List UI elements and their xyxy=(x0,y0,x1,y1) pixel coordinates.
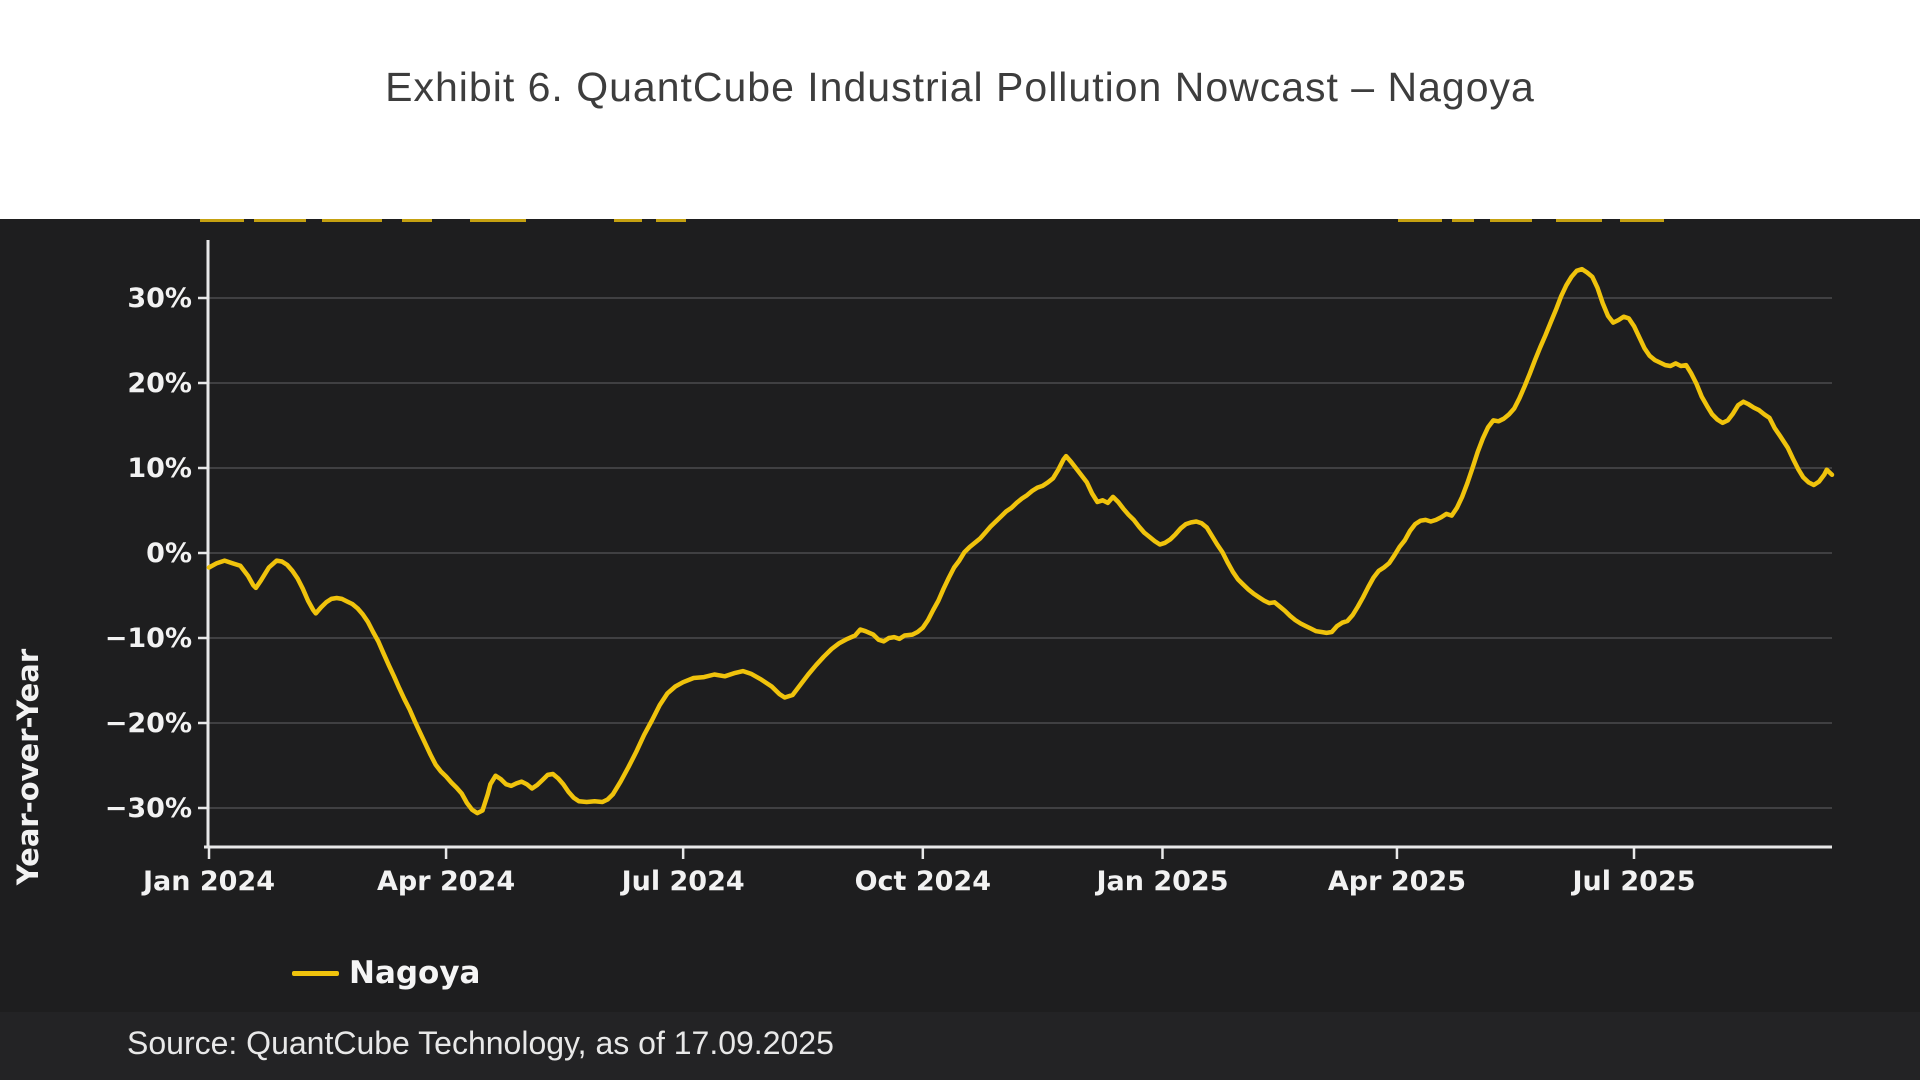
y-tick-label-30: 30% xyxy=(127,283,192,314)
y-tick-label--20: −20% xyxy=(105,708,192,739)
x-tick-label-Jul 2024: Jul 2024 xyxy=(620,866,745,897)
legend-line-swatch xyxy=(292,970,339,976)
footer-band xyxy=(0,1012,1920,1080)
source-note: Source: QuantCube Technology, as of 17.0… xyxy=(127,1025,834,1061)
x-tick-label-Jul 2025: Jul 2025 xyxy=(1570,866,1695,897)
x-tick-label-Oct 2024: Oct 2024 xyxy=(855,866,991,897)
y-tick-label--30: −30% xyxy=(105,793,192,824)
legend-label: Nagoya xyxy=(349,955,481,991)
x-tick-label-Jan 2025: Jan 2025 xyxy=(1094,866,1228,897)
y-tick-label-10: 10% xyxy=(127,453,192,484)
x-tick-label-Apr 2025: Apr 2025 xyxy=(1328,866,1466,897)
x-tick-label-Apr 2024: Apr 2024 xyxy=(377,866,515,897)
chart-panel: Year-over-Year 30% 20% 10% 0% −10% −20% −30% Ja… xyxy=(0,219,1920,1080)
y-tick-label--10: −10% xyxy=(105,623,192,654)
line-chart: 30% 20% 10% 0% −10% −20% −30% Jan 2024 Apr 2024 J… xyxy=(105,240,1835,897)
y-tick-label-20: 20% xyxy=(127,368,192,399)
series-line-nagoya xyxy=(206,266,1835,816)
legend: Nagoya xyxy=(292,955,481,991)
page-title: Exhibit 6. QuantCube Industrial Pollutio… xyxy=(385,64,1535,110)
clipped-chart-artifact xyxy=(0,219,1920,223)
y-tick-label-0: 0% xyxy=(146,538,192,569)
x-tick-label-Jan 2024: Jan 2024 xyxy=(141,866,275,897)
